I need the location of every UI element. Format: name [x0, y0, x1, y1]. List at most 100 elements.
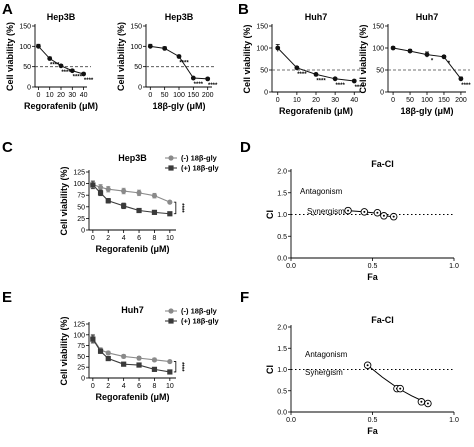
- x-axis-label: Fa: [367, 272, 378, 282]
- chart-f: Fa-CI0.00.51.01.52.00.0 0.5 1.0CIFaAntagon…: [265, 315, 459, 436]
- legend-marker: [168, 165, 174, 171]
- x-tick-label: 2: [106, 383, 110, 390]
- ci-curve: [367, 364, 429, 404]
- y-tick-label: 0: [81, 228, 85, 235]
- x-tick-label: 0: [148, 92, 152, 99]
- x-tick-label: 40: [80, 92, 88, 99]
- significance-label: ****: [355, 85, 365, 91]
- y-tick-label: 50: [134, 64, 142, 71]
- x-tick-label: 0: [91, 235, 95, 242]
- x-tick-label: 200: [202, 92, 214, 99]
- x-axis-label: Regorafenib (μM): [279, 106, 353, 116]
- x-axis-label: 18β-gly (μM): [400, 106, 453, 116]
- y-tick-label: 1.5: [277, 346, 287, 353]
- x-tick-label: 4: [122, 383, 126, 390]
- chart-c: Hep3B 0 25 50 75 100 125 0 2 4 6 8 10 Cell viability …: [59, 153, 220, 254]
- data-point-center: [363, 210, 366, 213]
- data-point: [97, 184, 104, 190]
- y-tick-label: 2.0: [277, 325, 287, 332]
- data-point: [105, 355, 111, 362]
- legend-marker: [168, 308, 174, 314]
- x-tick-label: 2: [106, 235, 110, 242]
- x-tick-label: 10: [166, 383, 174, 390]
- x-tick-label: 30: [68, 92, 76, 99]
- legend-label: (-) 18β-gly: [181, 307, 218, 316]
- chart-title: Fa-CI: [371, 159, 394, 169]
- y-tick-label: 0: [138, 85, 142, 92]
- legend-label: (+) 18β-gly: [181, 317, 220, 326]
- y-axis-label: Cell viability (%): [358, 24, 368, 93]
- legend-marker: [168, 155, 174, 161]
- data-point: [90, 182, 96, 188]
- data-point: [167, 199, 173, 205]
- chart-e: Huh7 0 25 50 75 100 125 0 2 4 6 8 10 Cell viability (…: [59, 305, 220, 402]
- data-point: [458, 76, 464, 82]
- chart-d: Fa-CI0.00.51.01.52.00.0 0.5 1.0CIFaAntagon…: [265, 159, 459, 282]
- y-tick-label: 75: [77, 193, 85, 200]
- data-point: [35, 43, 41, 49]
- legend-label: (+) 18β-gly: [181, 164, 220, 173]
- data-point: [147, 43, 153, 49]
- data-point: [441, 54, 447, 60]
- data-point-center: [366, 364, 369, 367]
- data-point: [105, 350, 111, 356]
- x-tick-label: 20: [57, 92, 65, 99]
- x-tick-label: 20: [312, 97, 320, 104]
- data-point: [332, 76, 338, 82]
- x-tick-label: 1.0: [449, 263, 459, 270]
- data-point-center: [420, 400, 423, 403]
- data-point: [121, 361, 127, 367]
- data-point: [151, 209, 158, 215]
- y-tick-label: 75: [77, 343, 85, 350]
- y-axis-label: Cell viability (%): [242, 24, 252, 93]
- chart-title: Hep3B: [118, 153, 147, 163]
- panel-label-b: B: [238, 1, 249, 18]
- y-tick-label: 100: [19, 44, 31, 51]
- data-point: [424, 52, 430, 57]
- data-point: [121, 188, 127, 194]
- x-tick-label: 40: [350, 97, 358, 104]
- y-tick-label: 1.0: [277, 212, 287, 219]
- data-point: [81, 71, 87, 77]
- annotation-label: Synergism: [307, 207, 345, 216]
- data-point: [167, 369, 173, 375]
- x-axis-label: Fa: [367, 426, 378, 436]
- data-point: [136, 190, 142, 196]
- significance-bracket: [173, 201, 177, 215]
- x-tick-label: 6: [137, 383, 141, 390]
- data-point: [275, 45, 281, 51]
- y-tick-label: 50: [77, 354, 85, 361]
- x-tick-label: 10: [293, 97, 301, 104]
- x-tick-label: 50: [161, 92, 169, 99]
- x-tick-label: 100: [173, 92, 185, 99]
- x-tick-label: 1.0: [449, 417, 459, 424]
- y-tick-label: 0: [380, 90, 384, 97]
- data-point: [176, 54, 182, 59]
- data-point: [151, 193, 158, 199]
- y-tick-label: 0.0: [277, 256, 287, 263]
- data-point: [47, 56, 53, 61]
- panel-label-c: C: [2, 139, 13, 156]
- chart-b2: Huh7 0 50 100 150 0 50 100 150 200 Cell viability …: [358, 12, 471, 116]
- data-point: [190, 75, 196, 81]
- y-tick-label: 1.0: [277, 367, 287, 374]
- y-axis-label: CI: [265, 365, 275, 374]
- significance-label: ****: [50, 63, 60, 69]
- significance-label: ****: [297, 72, 307, 78]
- y-tick-label: 150: [130, 24, 142, 31]
- y-tick-label: 0: [264, 90, 268, 97]
- y-tick-label: 100: [73, 332, 85, 339]
- y-tick-label: 100: [372, 46, 384, 53]
- y-tick-label: 100: [256, 46, 268, 53]
- y-tick-label: 50: [376, 68, 384, 75]
- data-point: [390, 45, 396, 51]
- x-tick-label: 0.5: [368, 263, 378, 270]
- significance-label: ****: [84, 78, 94, 84]
- data-point: [121, 203, 127, 209]
- y-tick-label: 50: [77, 204, 85, 211]
- data-point: [97, 190, 104, 196]
- data-point-center: [347, 209, 350, 212]
